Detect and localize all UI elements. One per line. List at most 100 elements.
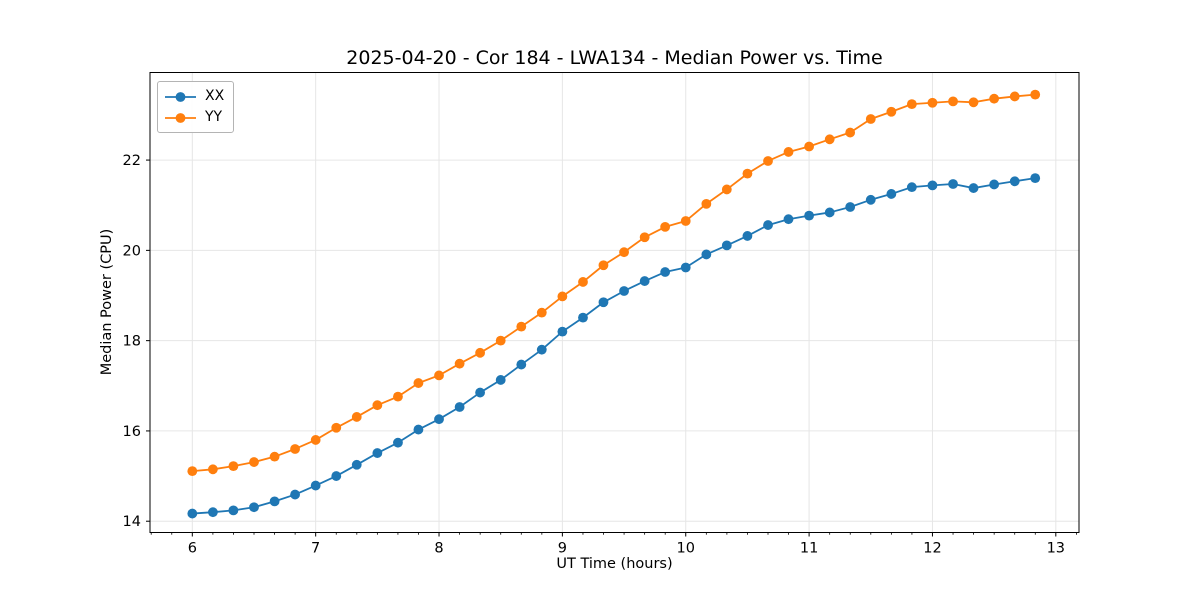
marker-xx (413, 424, 424, 435)
marker-yy (351, 412, 362, 422)
marker-yy (763, 156, 773, 166)
legend-line-marker-icon (165, 91, 196, 102)
marker-yy (310, 435, 321, 445)
marker-yy (865, 114, 876, 124)
marker-yy (495, 335, 506, 346)
x-tick-label: 10 (677, 541, 695, 557)
marker-yy (249, 457, 259, 467)
marker-yy (968, 97, 979, 108)
marker-yy (824, 134, 835, 145)
chart-title: 2025-04-20 - Cor 184 - LWA134 - Median P… (346, 47, 883, 69)
marker-yy (989, 93, 1000, 104)
marker-xx (454, 402, 465, 412)
marker-yy (331, 422, 342, 433)
marker-yy (804, 141, 814, 152)
axes-spines (149, 72, 1080, 533)
marker-xx (660, 267, 671, 277)
marker-xx (290, 489, 300, 500)
marker-xx (906, 182, 917, 193)
marker-yy (290, 444, 300, 454)
series-line-yy (192, 93, 1036, 473)
marker-yy (742, 168, 753, 179)
marker-xx (351, 459, 362, 470)
marker-xx (701, 249, 712, 260)
marker-yy (1009, 91, 1020, 102)
y-tick-label: 20 (123, 243, 141, 259)
marker-xx (948, 179, 958, 189)
marker-xx (434, 414, 444, 425)
marker-yy (516, 321, 527, 332)
x-tick-label: 11 (800, 541, 818, 557)
marker-yy (434, 370, 444, 381)
marker-yy (536, 307, 547, 318)
marker-xx (721, 240, 732, 251)
marker-yy (701, 198, 712, 209)
x-tick-label: 7 (311, 541, 320, 557)
x-tick-label: 13 (1047, 541, 1065, 557)
marker-xx (187, 508, 198, 519)
marker-yy (680, 216, 691, 226)
y-tick-label: 22 (123, 153, 141, 169)
y-tick-label: 16 (123, 424, 141, 440)
y-tick-label: 18 (123, 334, 141, 350)
x-tick-label: 12 (923, 541, 941, 557)
marker-xx (495, 375, 506, 385)
marker-yy (208, 464, 218, 475)
legend-item-xx: XX (165, 86, 224, 107)
marker-yy (886, 106, 897, 117)
marker-xx (639, 276, 650, 286)
marker-xx (989, 179, 1000, 190)
marker-xx (783, 214, 794, 225)
marker-xx (228, 505, 239, 516)
marker-xx (208, 507, 218, 518)
legend-item-yy: YY (165, 107, 224, 128)
marker-xx (927, 180, 938, 191)
marker-yy (783, 147, 794, 157)
x-axis-label: UT Time (hours) (556, 556, 673, 572)
marker-yy (639, 232, 650, 243)
marker-yy (927, 97, 938, 108)
marker-xx (804, 210, 814, 221)
marker-yy (721, 184, 732, 195)
marker-yy (454, 358, 465, 369)
marker-xx (824, 207, 835, 218)
marker-yy (269, 451, 280, 462)
marker-yy (1030, 89, 1041, 100)
marker-xx (968, 183, 979, 193)
marker-xx (269, 496, 280, 507)
marker-yy (372, 400, 383, 411)
marker-yy (187, 466, 198, 477)
marker-xx (310, 480, 321, 491)
marker-yy (948, 96, 958, 107)
marker-yy (906, 99, 917, 109)
marker-xx (557, 326, 568, 337)
marker-xx (742, 231, 753, 241)
marker-xx (680, 262, 691, 273)
marker-xx (536, 344, 547, 355)
marker-xx (1009, 176, 1020, 187)
marker-yy (557, 291, 568, 302)
marker-xx (249, 502, 259, 513)
marker-xx (393, 437, 403, 448)
y-axis-label: Median Power (CPU) (99, 228, 115, 376)
marker-xx (516, 359, 527, 370)
marker-xx (331, 471, 342, 481)
marker-xx (1030, 173, 1041, 184)
x-tick-label: 8 (434, 541, 443, 557)
legend-label-yy: YY (205, 109, 223, 125)
marker-yy (393, 391, 403, 402)
marker-yy (598, 260, 609, 271)
marker-yy (619, 247, 629, 258)
marker-yy (475, 347, 486, 358)
x-tick-label: 9 (558, 541, 567, 557)
marker-xx (886, 189, 897, 199)
legend-label-xx: XX (205, 88, 225, 104)
y-tick-label: 14 (123, 514, 141, 530)
marker-xx (845, 202, 856, 212)
legend-line-marker-icon (165, 112, 196, 123)
marker-xx (475, 387, 486, 398)
marker-xx (865, 194, 876, 205)
marker-xx (763, 220, 773, 230)
